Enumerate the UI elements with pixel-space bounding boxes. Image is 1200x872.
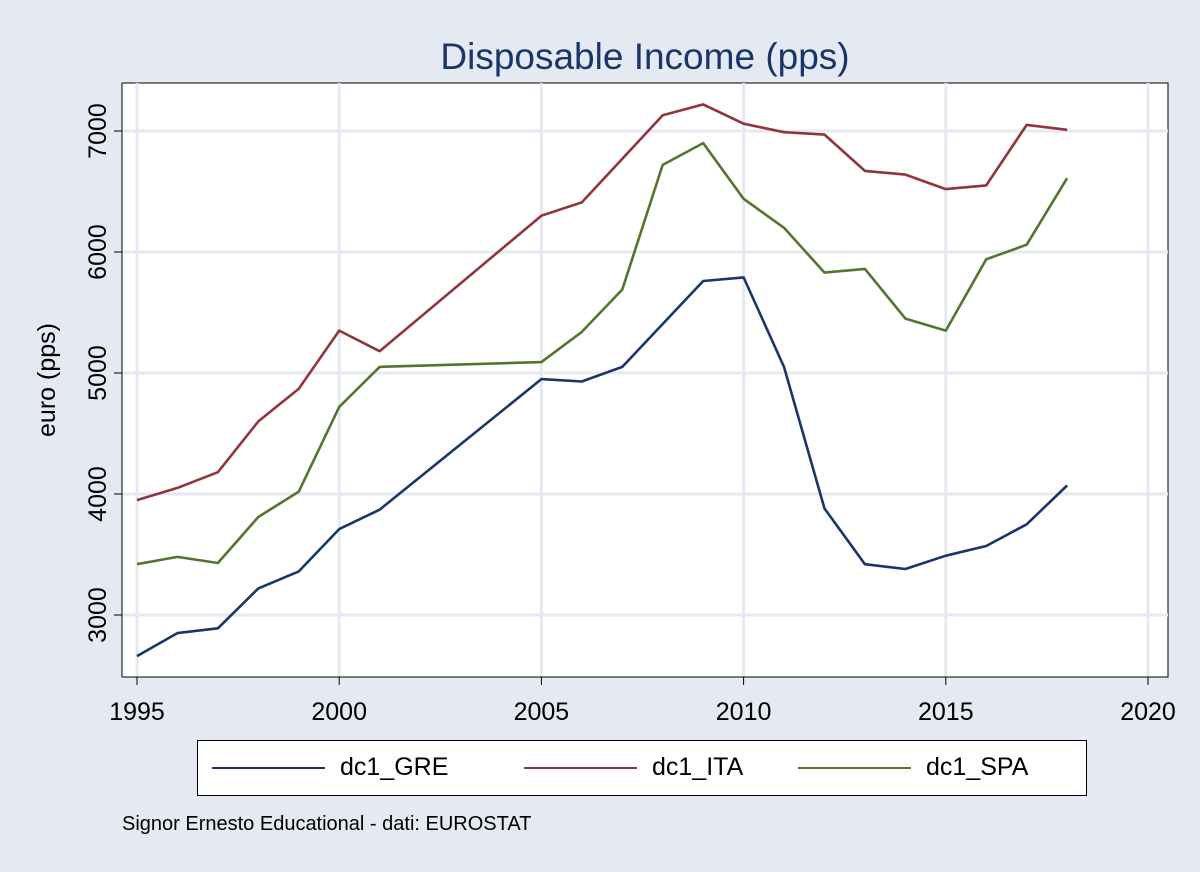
x-tick-label: 1995 — [109, 698, 165, 726]
y-tick-label: 4000 — [84, 466, 112, 522]
legend-swatch-ita — [524, 767, 637, 769]
x-tick-label: 2000 — [311, 698, 367, 726]
series-line-dc1_SPA — [136, 141, 1069, 566]
x-tick-label: 2005 — [514, 698, 570, 726]
series-lines — [136, 103, 1069, 658]
legend-swatch-gre — [212, 767, 325, 769]
series-line-dc1_GRE — [136, 276, 1069, 658]
plot-area — [121, 82, 1169, 678]
x-tick-label: 2015 — [918, 698, 974, 726]
y-tick-label: 6000 — [84, 224, 112, 280]
chart-title: Disposable Income (pps) — [440, 36, 849, 77]
legend-swatch-spa — [798, 767, 911, 769]
source-note: Signor Ernesto Educational - dati: EUROS… — [122, 813, 532, 835]
y-tick-label: 3000 — [84, 587, 112, 643]
series-line-dc1_ITA — [136, 103, 1068, 502]
axes: 1995 2000 2005 2010 2015 2020 3000 4000 5000 6000… — [84, 83, 1176, 726]
x-tick-label: 2020 — [1120, 698, 1176, 726]
y-axis-label: euro (pps) — [33, 323, 61, 437]
grid-lines — [122, 83, 1168, 677]
y-tick-label: 5000 — [84, 345, 112, 401]
legend-label-ita: dc1_ITA — [652, 753, 744, 781]
y-tick-label: 7000 — [84, 103, 112, 159]
legend-label-spa: dc1_SPA — [926, 753, 1029, 781]
x-tick-label: 2010 — [716, 698, 772, 726]
legend: dc1_GRE dc1_ITA dc1_SPA — [197, 740, 1087, 796]
legend-label-gre: dc1_GRE — [340, 753, 449, 781]
